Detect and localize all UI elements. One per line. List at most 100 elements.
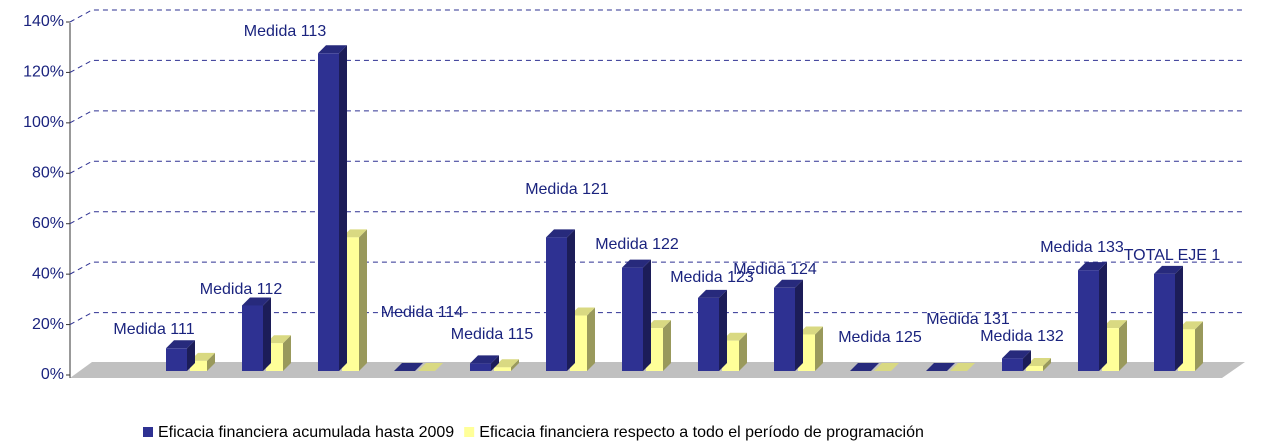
bar-side [359,229,367,371]
bar-side [1175,265,1183,371]
bar-side [1195,321,1203,371]
bar [1154,265,1183,371]
grid-line [69,312,1245,326]
bar [850,363,879,371]
bar-top [394,363,423,371]
bar-top [1154,265,1183,274]
bar-top [242,297,271,306]
bar-side [283,335,291,371]
bar-top [570,307,595,316]
y-tick-label: 0% [41,366,64,383]
bar-front [1026,365,1043,371]
bar-side [207,352,215,371]
bar-top [722,332,747,341]
category-label: Medida 125 [838,329,922,346]
grid-line [69,9,1245,23]
bar-front [318,53,339,372]
bar [418,363,443,371]
bar-front [1002,358,1023,371]
bar-side [339,45,347,372]
bar-side [567,229,575,371]
bar-side [1023,350,1031,371]
legend-swatch [464,427,475,437]
grid-line [69,261,1245,275]
bar [774,279,803,371]
bar-top [698,289,727,298]
bar-top [494,359,519,368]
bar [546,229,575,371]
bar-front [494,367,511,371]
y-tick-label: 40% [32,265,64,282]
bar-top [1026,357,1051,366]
bar-top [950,363,975,371]
category-label: Medida 131 [926,311,1010,328]
y-tick-label: 140% [23,13,64,30]
grid-line [69,59,1245,73]
bar-top [266,335,291,344]
bar-side [263,297,271,371]
bar-top [1078,262,1107,271]
y-tick-label: 100% [23,114,64,131]
bar-top [774,279,803,288]
bar [698,289,727,371]
grid-line [69,110,1245,124]
bar-top [1002,350,1031,359]
category-label: Medida 122 [595,236,679,253]
bar [470,355,499,371]
bar-top [546,229,575,238]
bar-side [1099,262,1107,371]
category-label: Medida 112 [200,281,283,298]
bar-side [663,320,671,371]
bar-front [166,348,187,371]
bar [242,297,271,371]
bar [1002,350,1031,371]
category-label: Medida 114 [381,304,464,321]
bar-front [1154,273,1175,371]
bar [874,363,899,371]
bar-front [242,305,263,371]
bar-front [1078,270,1099,371]
legend-label: Eficacia financiera respecto a todo el p… [479,424,924,441]
bar-top [646,320,671,329]
category-label: TOTAL EJE 1 [1124,247,1221,264]
bar-top [418,363,443,371]
bar-side [491,355,499,371]
bar-side [587,307,595,371]
bar [494,359,519,371]
bar-top [798,326,823,335]
grid-line [69,160,1245,174]
bar-top [166,340,195,349]
category-label: Medida 115 [451,326,534,343]
bar-side [795,279,803,371]
category-label: Medida 111 [113,321,194,338]
bar [190,352,215,371]
bar-side [739,332,747,371]
bar-side [643,259,651,371]
bar [926,363,955,371]
y-tick-label: 80% [32,165,64,182]
y-tick-label: 20% [32,316,64,333]
bar-side [187,340,195,371]
category-label: Medida 123 [670,269,754,286]
bar [394,363,423,371]
bar-front [190,360,207,371]
category-label: Medida 132 [980,328,1064,345]
bar [166,340,195,371]
bar-front [622,267,643,371]
y-tick-label: 60% [32,215,64,232]
y-tick-label: 120% [23,64,64,81]
bar-top [874,363,899,371]
category-label: Medida 133 [1040,239,1124,256]
bar [1026,357,1051,371]
bar-top [926,363,955,371]
category-label: Medida 113 [244,23,327,40]
category-label: Medida 124 [733,261,817,278]
bar-side [511,359,519,371]
grid-line [69,211,1245,225]
bar-side [719,289,727,371]
bar-top [1178,321,1203,330]
bar [1078,262,1107,371]
bar [950,363,975,371]
legend-swatch [143,427,153,437]
